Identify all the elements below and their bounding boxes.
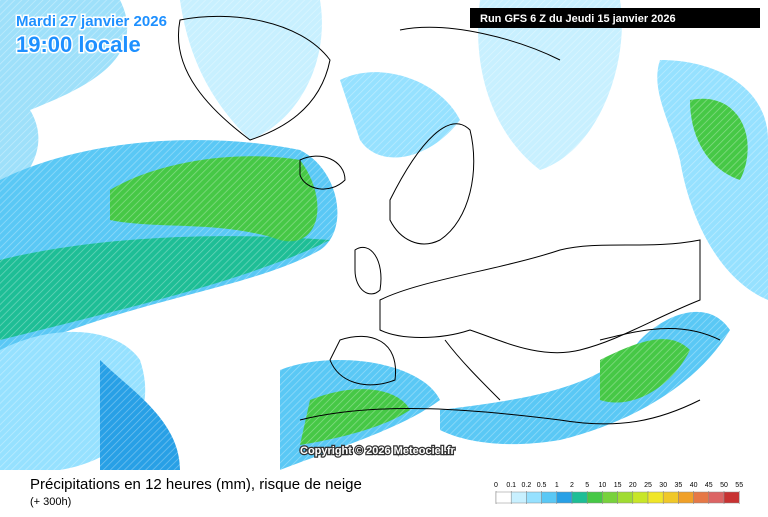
legend-swatch	[632, 491, 649, 504]
legend-swatch	[708, 491, 725, 504]
legend-swatch	[602, 491, 618, 504]
legend-label: 50	[720, 482, 728, 489]
legend-label: 0	[494, 482, 498, 489]
legend-label: 5	[585, 482, 589, 489]
legend-label: 25	[644, 482, 652, 489]
legend-label: 55	[735, 482, 743, 489]
legend-swatch	[541, 491, 558, 504]
legend-swatch	[678, 491, 694, 504]
legend-swatch	[526, 491, 542, 504]
footer	[0, 470, 768, 512]
legend-swatch	[586, 491, 603, 504]
legend-label: 2	[570, 482, 574, 489]
legend-swatch	[571, 491, 588, 504]
legend-label: 45	[705, 482, 713, 489]
legend: 0 0.1 0.2 0.5 1 2 5 10 15 20 25 30 35 40 45 50 55	[494, 482, 743, 504]
legend-swatch	[617, 491, 634, 504]
legend-label: 20	[629, 482, 637, 489]
footer-title: Précipitations en 12 heures (mm), risque…	[30, 476, 362, 493]
legend-swatch	[510, 491, 527, 504]
legend-label: 15	[614, 482, 622, 489]
run-box	[470, 8, 760, 28]
legend-swatch	[693, 491, 710, 504]
legend-swatch	[723, 491, 740, 504]
legend-label: 1	[555, 482, 559, 489]
legend-swatch	[556, 491, 573, 504]
legend-label: 35	[675, 482, 683, 489]
forecast-time: 19:00 locale	[16, 32, 141, 57]
legend-label: 10	[599, 482, 607, 489]
legend-label: 0.1	[506, 482, 516, 489]
legend-swatch	[495, 491, 512, 504]
copyright: Copyright © 2026 Meteociel.fr	[300, 445, 456, 457]
run-info: Run GFS 6 Z du Jeudi 15 janvier 2026	[480, 13, 676, 25]
legend-label: 0.2	[522, 482, 532, 489]
legend-label: 30	[659, 482, 667, 489]
forecast-date: Mardi 27 janvier 2026	[16, 13, 167, 30]
footer-lead: (+ 300h)	[30, 496, 71, 508]
map	[0, 0, 768, 470]
legend-label: 40	[690, 482, 698, 489]
legend-swatch	[647, 491, 664, 504]
legend-swatch	[662, 491, 679, 504]
legend-label: 0.5	[537, 482, 547, 489]
